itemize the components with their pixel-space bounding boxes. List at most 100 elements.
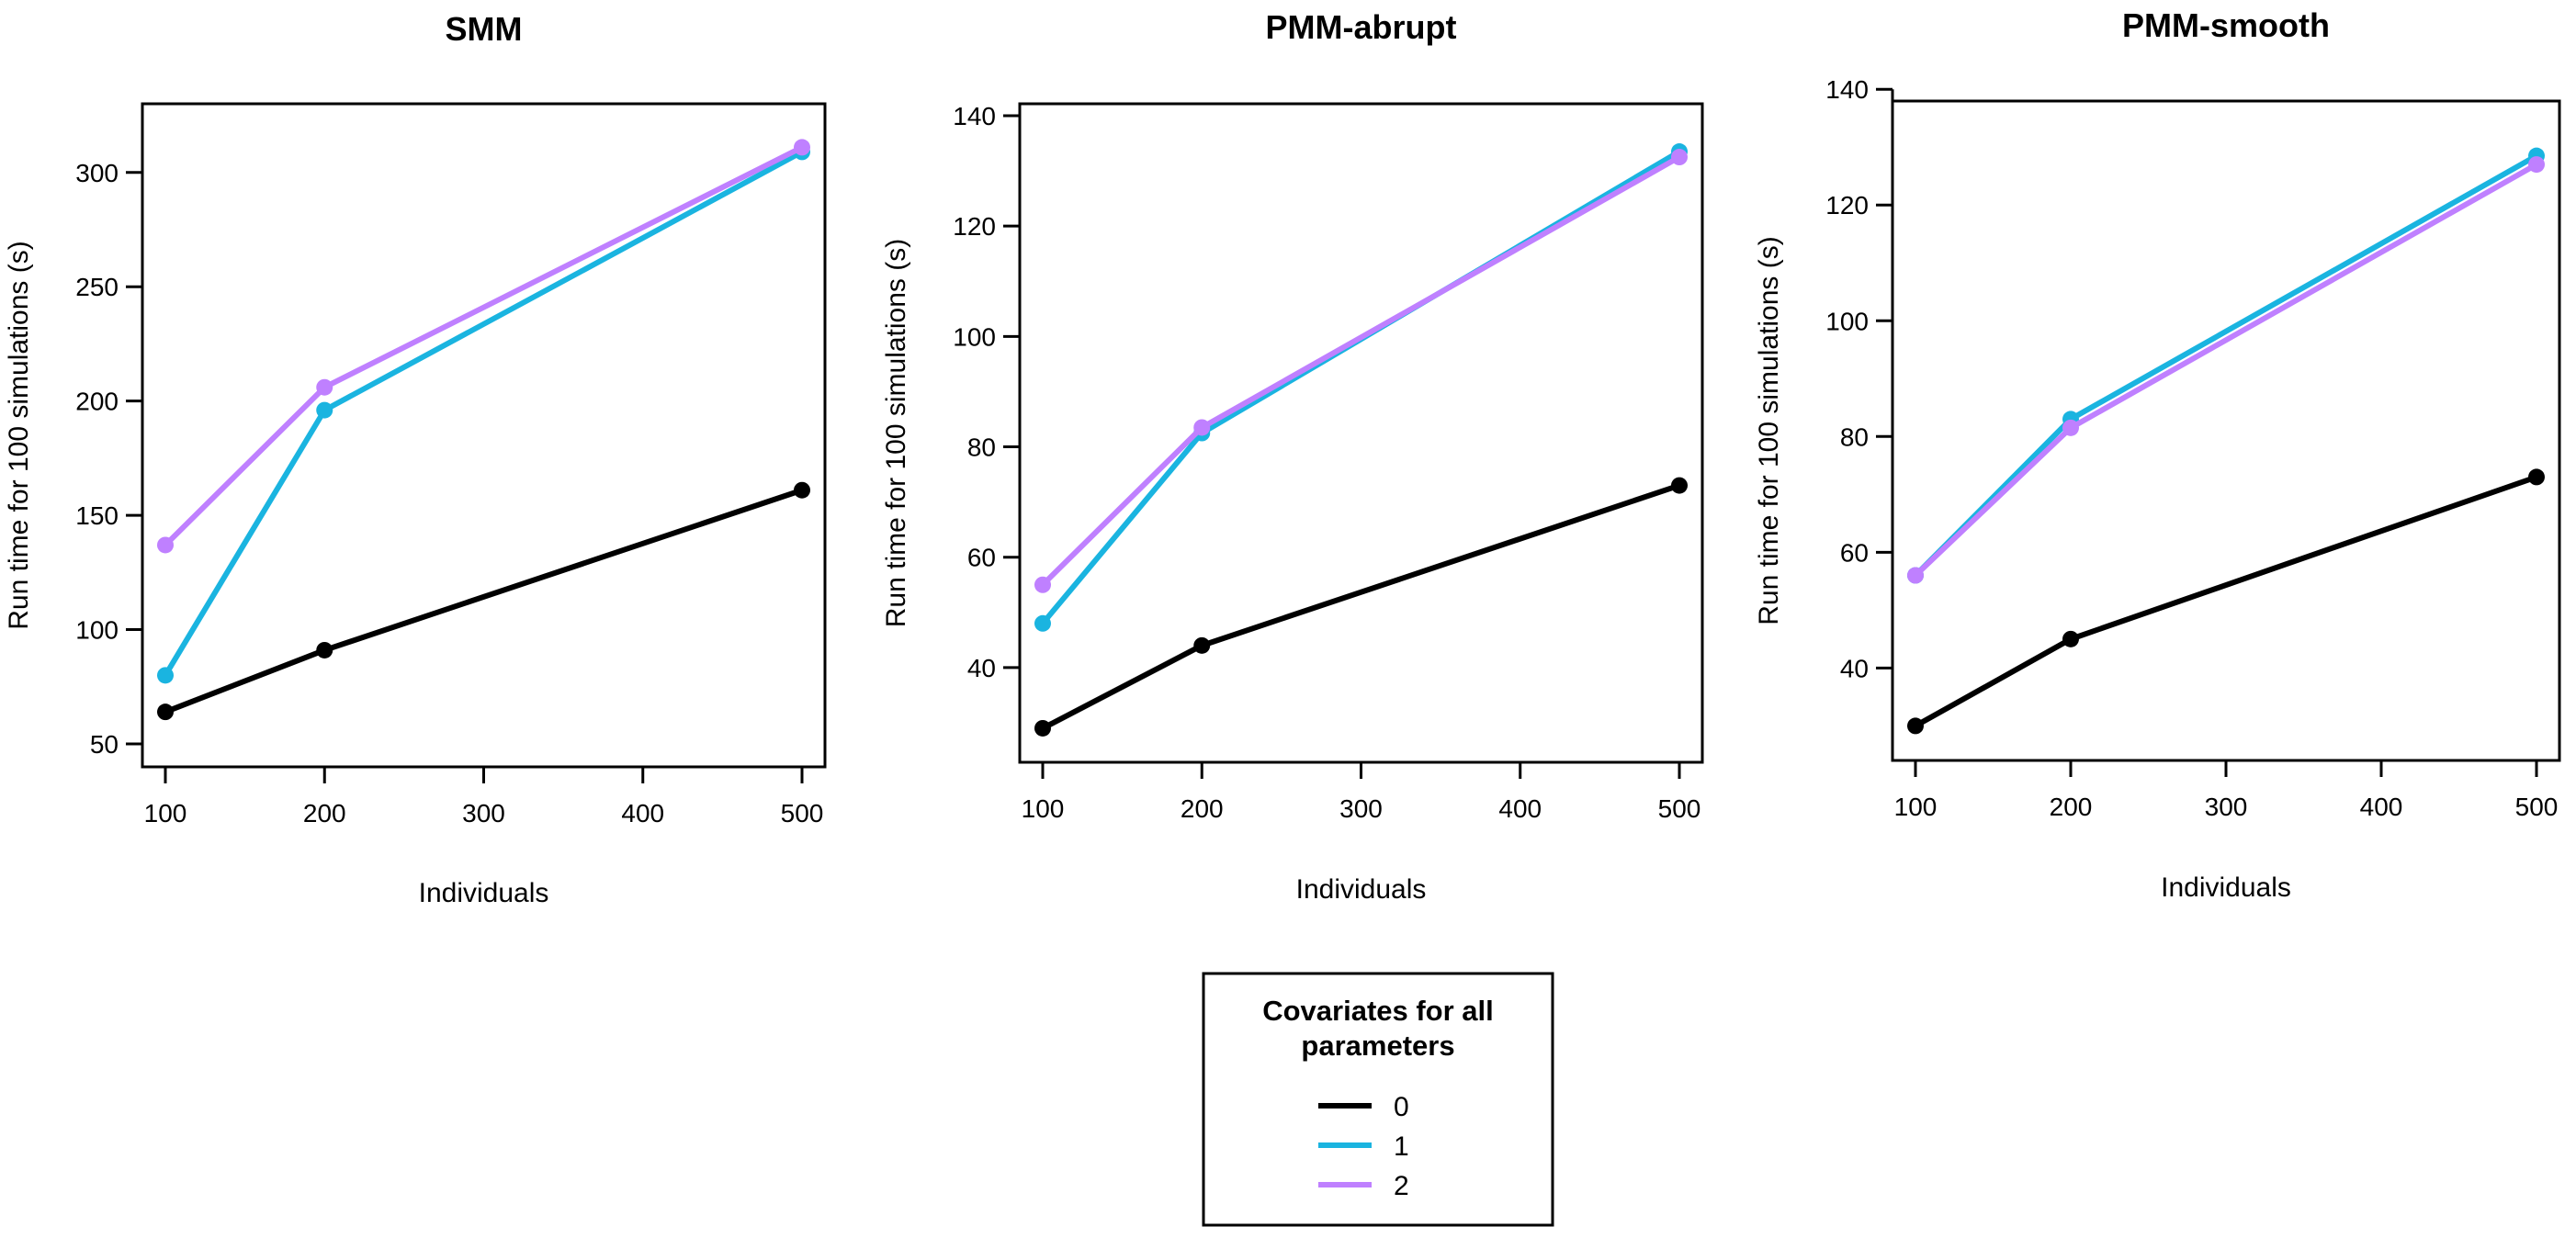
data-point <box>1907 567 1924 584</box>
data-point <box>794 139 810 156</box>
series-line <box>1040 154 1682 588</box>
series-2 <box>1034 149 1688 593</box>
x-tick-label: 100 <box>1894 793 1938 821</box>
x-tick-label: 200 <box>2050 793 2093 821</box>
legend-label: 0 <box>1394 1092 1409 1122</box>
y-tick-label: 120 <box>953 212 996 241</box>
series-0 <box>1034 477 1688 737</box>
x-axis-title: Individuals <box>1296 874 1427 905</box>
x-axis: 100 200 300 400 500 <box>1022 760 1701 823</box>
legend-label: 1 <box>1394 1131 1409 1162</box>
x-axis: 100 200 300 400 500 <box>144 765 824 827</box>
y-axis: 50 100 150 200 250 300 <box>75 159 144 759</box>
chart-title: PMM-smooth <box>2122 6 2330 44</box>
series-0 <box>157 481 810 721</box>
y-tick-label: 100 <box>75 616 119 645</box>
x-tick-label: 100 <box>144 799 187 827</box>
panels: SMM 100 200 300 400 500 Individuals 50 100 150 200… <box>4 6 2561 908</box>
series-line <box>1040 149 1682 626</box>
y-axis-title: Run time for 100 simulations (s) <box>1754 236 1784 625</box>
x-tick-label: 200 <box>303 799 346 827</box>
series-line <box>1913 162 2539 579</box>
chart-title: PMM-abrupt <box>1266 8 1457 46</box>
legend: Covariates for all parameters 0 1 2 <box>1202 972 1554 1227</box>
y-tick-label: 120 <box>1825 191 1869 219</box>
x-tick-label: 200 <box>1181 794 1224 823</box>
series-1 <box>157 143 810 684</box>
data-point <box>2062 630 2079 647</box>
y-tick-label: 50 <box>90 730 119 759</box>
legend-title-line1: Covariates for all <box>1262 995 1494 1027</box>
series-1 <box>1034 143 1688 632</box>
data-point <box>1671 149 1688 166</box>
chart-panel-smm: SMM 100 200 300 400 500 Individuals 50 100 150 200… <box>4 10 827 908</box>
y-axis-title: Run time for 100 simulations (s) <box>881 239 911 628</box>
y-tick-label: 300 <box>75 159 119 187</box>
x-tick-label: 400 <box>1498 794 1542 823</box>
y-tick-label: 140 <box>1825 75 1869 104</box>
legend-title-line2: parameters <box>1301 1030 1454 1062</box>
data-point <box>1193 419 1211 436</box>
series-line <box>163 487 805 715</box>
chart-panel-pmm-smooth: PMM-smooth 100 200 300 400 500 Individuals 40 60… <box>1754 6 2561 903</box>
data-point <box>1193 636 1211 654</box>
y-tick-label: 40 <box>967 654 996 682</box>
data-point <box>316 378 333 396</box>
y-tick-label: 200 <box>75 388 119 416</box>
data-point <box>2062 419 2079 436</box>
x-tick-label: 300 <box>1339 794 1383 823</box>
y-tick-label: 100 <box>1825 307 1869 335</box>
y-tick-label: 80 <box>1840 422 1869 451</box>
data-point <box>1034 719 1051 737</box>
series-line <box>1913 474 2539 729</box>
x-tick-label: 500 <box>1658 794 1701 823</box>
chart-panel-pmm-abrupt: PMM-abrupt 100 200 300 400 500 Individuals 40 60… <box>881 8 1704 905</box>
data-point <box>157 667 174 684</box>
y-axis: 40 60 80 100 120 140 <box>953 102 1022 682</box>
x-tick-label: 300 <box>462 799 505 827</box>
legend-entry-1: 1 <box>1318 1131 1409 1162</box>
y-axis: 40 60 80 100 120 140 <box>1825 75 1894 682</box>
x-tick-label: 500 <box>781 799 824 827</box>
y-tick-label: 60 <box>1840 538 1869 567</box>
x-tick-label: 400 <box>621 799 664 827</box>
data-point <box>1034 576 1051 593</box>
legend-label: 2 <box>1394 1171 1409 1201</box>
legend-box <box>1202 972 1554 1227</box>
data-point <box>1671 477 1688 494</box>
x-tick-label: 300 <box>2205 793 2248 821</box>
y-tick-label: 80 <box>967 433 996 462</box>
series-2 <box>157 139 810 554</box>
data-point <box>2528 468 2545 486</box>
x-tick-label: 100 <box>1022 794 1065 823</box>
x-axis: 100 200 300 400 500 <box>1894 759 2559 821</box>
data-point <box>1907 717 1924 735</box>
series-line <box>163 144 805 548</box>
legend-entry-0: 0 <box>1318 1092 1409 1122</box>
chart-title: SMM <box>446 10 523 48</box>
y-tick-label: 100 <box>953 322 996 351</box>
x-tick-label: 400 <box>2360 793 2403 821</box>
y-tick-label: 250 <box>75 273 119 301</box>
plot-frame <box>141 102 827 769</box>
data-point <box>157 703 174 721</box>
x-tick-label: 500 <box>2515 793 2559 821</box>
legend-entry-2: 2 <box>1318 1171 1409 1201</box>
series-line <box>1040 482 1682 731</box>
data-point <box>157 536 174 554</box>
legend-entries: 0 1 2 <box>1318 1092 1409 1201</box>
y-tick-label: 140 <box>953 102 996 130</box>
y-tick-label: 40 <box>1840 654 1869 682</box>
data-point <box>794 481 810 499</box>
data-point <box>2528 156 2545 174</box>
x-axis-title: Individuals <box>419 878 549 908</box>
data-point <box>316 641 333 658</box>
series-0 <box>1907 468 2545 735</box>
data-point <box>316 401 333 419</box>
y-axis-title: Run time for 100 simulations (s) <box>4 241 34 630</box>
y-tick-label: 60 <box>967 544 996 572</box>
y-tick-label: 150 <box>75 501 119 530</box>
series-2 <box>1907 156 2545 584</box>
data-point <box>1034 614 1051 632</box>
x-axis-title: Individuals <box>2161 872 2291 903</box>
